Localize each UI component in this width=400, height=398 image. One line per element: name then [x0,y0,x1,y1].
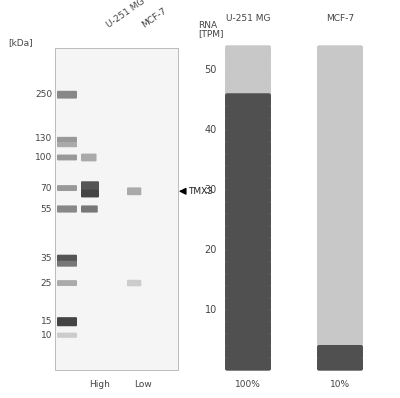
FancyBboxPatch shape [57,137,77,143]
FancyBboxPatch shape [225,357,271,371]
Text: [kDa]: [kDa] [8,38,33,47]
FancyBboxPatch shape [57,261,77,267]
Text: 30: 30 [205,185,217,195]
Text: 40: 40 [205,125,217,135]
FancyBboxPatch shape [225,81,271,95]
Text: 100%: 100% [235,380,261,389]
FancyBboxPatch shape [57,154,77,160]
Text: 10: 10 [40,331,52,340]
FancyBboxPatch shape [317,285,363,299]
FancyBboxPatch shape [317,309,363,323]
FancyBboxPatch shape [225,69,271,83]
Text: 50: 50 [205,65,217,75]
FancyBboxPatch shape [127,187,141,195]
Text: 20: 20 [205,245,217,255]
FancyBboxPatch shape [317,129,363,143]
Text: 10: 10 [205,305,217,315]
FancyBboxPatch shape [317,321,363,335]
FancyBboxPatch shape [225,165,271,179]
FancyBboxPatch shape [57,280,77,286]
FancyBboxPatch shape [225,261,271,275]
FancyBboxPatch shape [317,93,363,107]
FancyBboxPatch shape [317,345,363,359]
FancyBboxPatch shape [225,105,271,119]
Text: 250: 250 [35,90,52,99]
Text: 70: 70 [40,183,52,193]
FancyBboxPatch shape [225,141,271,155]
Text: 100: 100 [35,153,52,162]
FancyBboxPatch shape [317,261,363,275]
Text: U-251 MG: U-251 MG [226,14,270,23]
FancyBboxPatch shape [57,317,77,326]
Text: Low: Low [134,380,152,389]
FancyBboxPatch shape [57,142,77,147]
Text: [TPM]: [TPM] [198,29,224,38]
FancyBboxPatch shape [317,141,363,155]
FancyBboxPatch shape [225,45,271,59]
FancyBboxPatch shape [127,280,141,286]
Text: 25: 25 [41,279,52,288]
FancyBboxPatch shape [225,321,271,335]
FancyBboxPatch shape [317,225,363,239]
FancyBboxPatch shape [225,93,271,107]
FancyBboxPatch shape [225,117,271,131]
FancyBboxPatch shape [317,357,363,371]
FancyBboxPatch shape [317,189,363,203]
FancyBboxPatch shape [317,201,363,215]
FancyBboxPatch shape [225,201,271,215]
FancyBboxPatch shape [57,91,77,99]
Text: High: High [90,380,110,389]
FancyBboxPatch shape [81,205,98,213]
FancyBboxPatch shape [225,225,271,239]
FancyBboxPatch shape [317,69,363,83]
FancyBboxPatch shape [317,45,363,59]
FancyBboxPatch shape [317,333,363,347]
Text: 15: 15 [40,317,52,326]
FancyBboxPatch shape [225,177,271,191]
Text: U-251 MG: U-251 MG [105,0,147,30]
FancyBboxPatch shape [317,177,363,191]
Text: MCF-7: MCF-7 [140,6,168,30]
FancyBboxPatch shape [225,333,271,347]
FancyBboxPatch shape [317,153,363,167]
Text: 10%: 10% [330,380,350,389]
FancyBboxPatch shape [317,165,363,179]
Bar [55,48,178,370]
FancyBboxPatch shape [317,81,363,95]
FancyBboxPatch shape [225,189,271,203]
Text: 35: 35 [40,254,52,263]
FancyBboxPatch shape [317,273,363,287]
FancyBboxPatch shape [317,249,363,263]
FancyBboxPatch shape [225,297,271,311]
FancyBboxPatch shape [317,297,363,311]
Text: 130: 130 [35,134,52,142]
FancyBboxPatch shape [57,185,77,191]
FancyBboxPatch shape [225,237,271,251]
FancyBboxPatch shape [225,249,271,263]
FancyBboxPatch shape [317,105,363,119]
Text: 55: 55 [40,205,52,213]
FancyBboxPatch shape [317,213,363,227]
FancyBboxPatch shape [225,57,271,71]
FancyBboxPatch shape [81,154,96,161]
FancyBboxPatch shape [225,345,271,359]
FancyBboxPatch shape [57,205,77,213]
FancyBboxPatch shape [81,181,99,190]
FancyBboxPatch shape [81,189,99,197]
FancyBboxPatch shape [317,117,363,131]
Text: RNA: RNA [198,21,217,30]
FancyBboxPatch shape [317,237,363,251]
FancyBboxPatch shape [225,153,271,167]
FancyBboxPatch shape [317,57,363,71]
FancyBboxPatch shape [225,285,271,299]
Text: TMX3: TMX3 [188,187,213,196]
Text: MCF-7: MCF-7 [326,14,354,23]
FancyBboxPatch shape [225,309,271,323]
FancyBboxPatch shape [225,273,271,287]
FancyBboxPatch shape [57,333,77,338]
FancyBboxPatch shape [225,129,271,143]
FancyBboxPatch shape [225,213,271,227]
FancyBboxPatch shape [57,255,77,263]
